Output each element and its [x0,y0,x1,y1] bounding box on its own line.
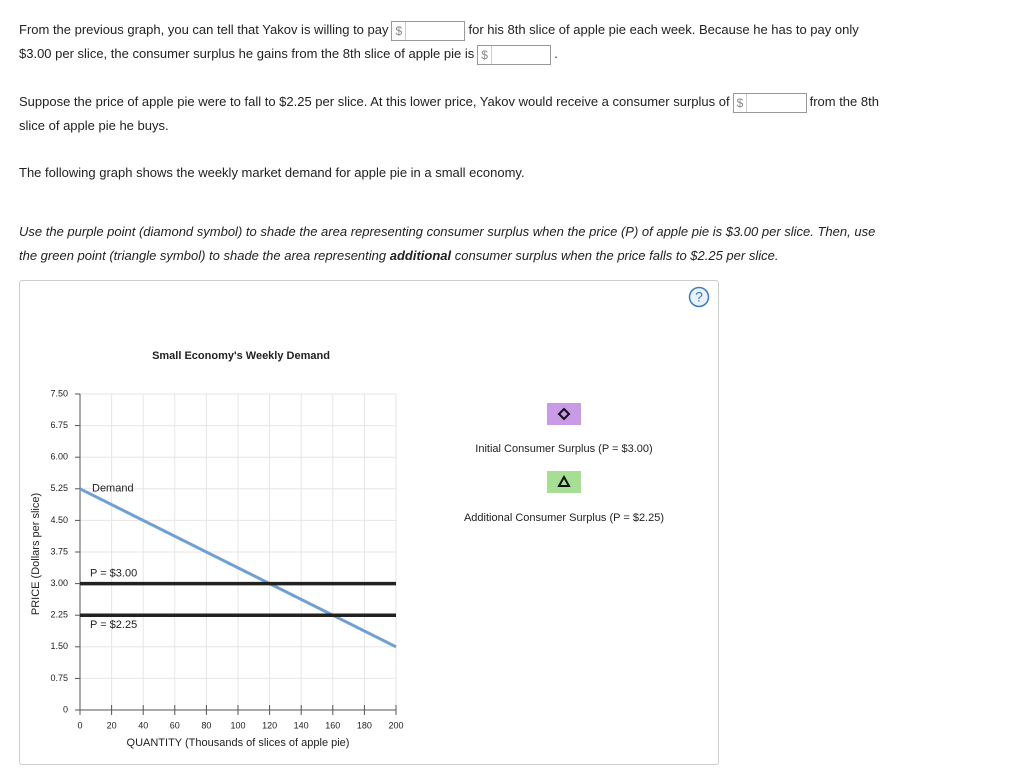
text: Use the purple point (diamond symbol) to… [19,224,876,239]
y-tick-label: 3.75 [50,546,68,556]
text-line: the green point (triangle symbol) to sha… [19,245,778,267]
y-tick-label: 2.25 [50,610,68,620]
diamond-symbol [557,407,571,421]
series-label: P = $3.00 [90,568,137,580]
y-tick-label: 6.75 [50,420,68,430]
x-tick-label: 40 [138,720,148,730]
text-line: Use the purple point (diamond symbol) to… [19,221,875,243]
series-label: Demand [92,483,134,495]
tool-label: Additional Consumer Surplus (P = $2.25) [464,512,664,524]
text: Suppose the price of apple pie were to f… [19,94,730,109]
x-tick-label: 160 [325,720,340,730]
x-tick-label: 200 [388,720,403,730]
x-tick-label: 100 [230,720,245,730]
currency-prefix: $ [392,21,407,40]
x-tick-label: 80 [201,720,211,730]
text: From the previous graph, you can tell th… [19,22,389,37]
y-tick-label: 4.50 [50,515,68,525]
triangle-symbol [557,474,571,487]
bold-text: additional [389,248,452,263]
x-axis-label: QUANTITY (Thousands of slices of apple p… [127,737,350,749]
y-tick-label: 5.25 [50,483,68,493]
y-tick-label: 1.50 [50,641,68,651]
y-axis-label: PRICE (Dollars per slice) [30,493,42,615]
text: consumer surplus when the price falls to… [451,248,779,263]
text-line: The following graph shows the weekly mar… [19,162,525,184]
x-tick-label: 60 [170,720,180,730]
x-tick-label: 140 [294,720,309,730]
graph-panel: Small Economy's Weekly Demand QUANTITY (… [19,280,719,765]
text: for his 8th slice of apple pie each week… [468,22,859,37]
series-line [79,487,397,649]
text: . [554,46,558,61]
answer-input[interactable]: $ [477,44,552,65]
text-line: slice of apple pie he buys. [19,115,169,137]
text: from the 8th [809,94,879,109]
y-tick-label: 0.75 [50,673,68,683]
text: $3.00 per slice, the consumer surplus he… [19,46,475,61]
text-line: $3.00 per slice, the consumer surplus he… [19,43,558,65]
y-tick-label: 0 [63,704,68,714]
grid [79,393,397,711]
help-icon[interactable] [688,286,710,308]
help-text[interactable]: ? [695,289,703,305]
answer-input[interactable]: $ [732,92,807,113]
tool-label: Initial Consumer Surplus (P = $3.00) [475,443,652,455]
chart-title: Small Economy's Weekly Demand [152,350,330,362]
answer-input[interactable]: $ [391,20,466,41]
y-tick-label: 7.50 [50,388,68,398]
text-line: Suppose the price of apple pie were to f… [19,91,879,113]
text: the green point (triangle symbol) to sha… [19,248,390,263]
currency-prefix: $ [734,93,748,112]
text: The following graph shows the weekly mar… [19,165,525,180]
y-tick-label: 3.00 [50,578,68,588]
currency-prefix: $ [478,45,492,64]
x-tick-label: 120 [262,720,277,730]
x-tick-label: 180 [357,720,372,730]
x-tick-label: 0 [77,720,82,730]
y-tick-label: 6.00 [50,452,68,462]
x-tick-label: 20 [107,720,117,730]
text: slice of apple pie he buys. [19,118,169,133]
chart: Small Economy's Weekly Demand QUANTITY (… [30,286,710,749]
series-label: P = $2.25 [90,619,137,631]
text-line: From the previous graph, you can tell th… [19,19,859,41]
